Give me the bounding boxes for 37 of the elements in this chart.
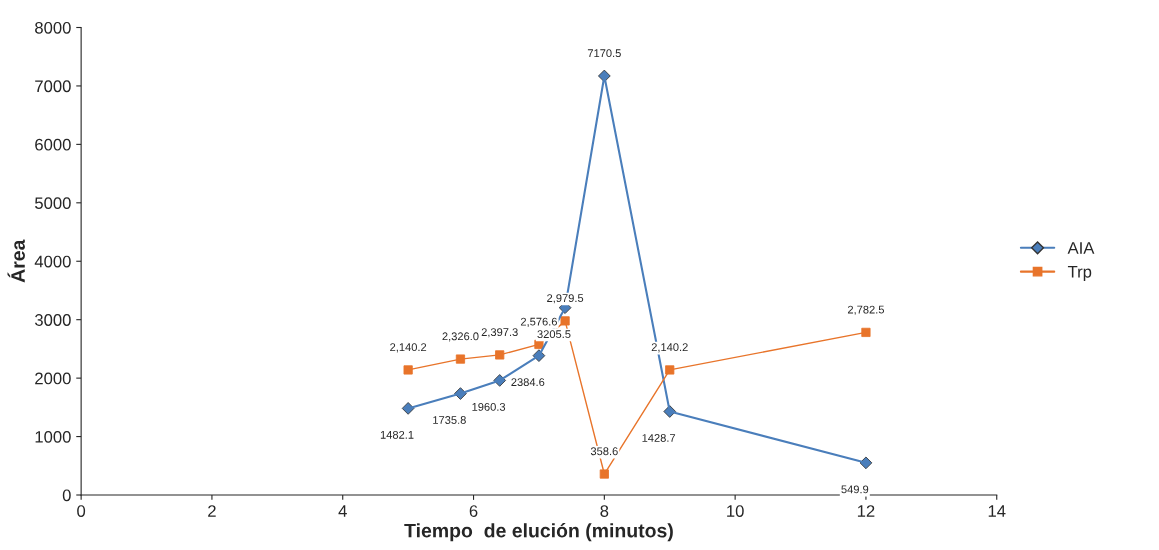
x-tick-label: 4 xyxy=(338,505,347,517)
x-tick-label: 10 xyxy=(727,505,744,517)
data-label: 7170.5 xyxy=(587,49,621,58)
data-label: 3205.5 xyxy=(537,330,571,339)
data-label: 2,979.5 xyxy=(547,294,584,304)
y-tick-label: 6000 xyxy=(35,138,71,151)
y-tick-label: 3000 xyxy=(34,314,71,326)
data-label: 1735.8 xyxy=(433,416,466,424)
data-label: 2,140.2 xyxy=(390,343,427,353)
data-label: 2,140.2 xyxy=(651,343,688,353)
x-tick-label: 8 xyxy=(600,505,609,517)
data-label: 549.9 xyxy=(841,485,869,494)
data-label: 1960.3 xyxy=(472,402,506,411)
y-tick-label: 4000 xyxy=(34,255,71,268)
data-label: 2,782.5 xyxy=(847,305,885,315)
y-tick-label: 8000 xyxy=(35,21,71,34)
y-tick-label: 5000 xyxy=(35,197,71,210)
legend-label: AIA xyxy=(1067,242,1095,254)
data-label: 2384.6 xyxy=(511,378,545,387)
data-label: 2,326.0 xyxy=(442,332,479,342)
x-tick-label: 12 xyxy=(857,505,875,517)
data-label: 1428.7 xyxy=(642,434,676,442)
x-tick-label: 2 xyxy=(208,505,216,517)
y-tick-label: 2000 xyxy=(35,372,71,385)
y-axis-title: Área xyxy=(7,239,25,283)
y-tick-label: 1000 xyxy=(35,430,71,443)
x-tick-label: 14 xyxy=(988,505,1006,517)
x-tick-label: 6 xyxy=(469,505,478,517)
data-label: 2,397.3 xyxy=(481,328,518,338)
data-label: 1482.1 xyxy=(380,430,414,439)
y-tick-label: 0 xyxy=(62,489,71,502)
data-label: 358.6 xyxy=(590,447,618,456)
legend-label: Trp xyxy=(1067,266,1092,281)
x-tick-label: 0 xyxy=(77,505,86,517)
data-label: 2,576.6 xyxy=(520,317,557,327)
x-axis-title: Tiempo de elución (minutos) xyxy=(404,523,673,542)
y-tick-label: 7000 xyxy=(35,80,71,93)
